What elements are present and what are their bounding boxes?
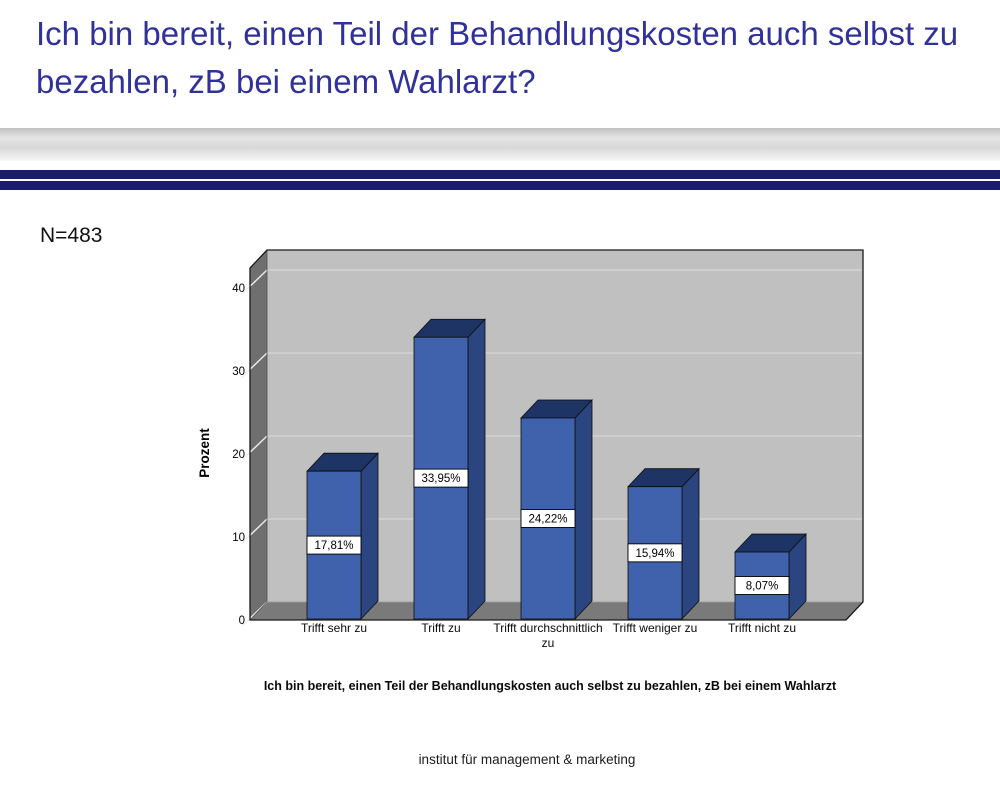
chart-caption: Ich bin bereit, einen Teil der Behandlun…	[263, 679, 837, 693]
footer-text: institut für management & marketing	[418, 752, 636, 767]
value-label-box	[734, 576, 790, 595]
sample-size-label: N=483	[40, 224, 103, 247]
value-label: 8,07%	[746, 581, 779, 593]
value-label-box	[627, 543, 683, 563]
value-label-box	[520, 509, 576, 528]
header-divider-gray-band	[0, 128, 1000, 161]
x-axis-label-trifft-weniger-zu: Trifft weniger zu	[612, 621, 698, 635]
y-axis-title: Prozent	[197, 428, 212, 478]
x-axis-label-trifft-nicht-zu: Trifft nicht zu	[727, 621, 797, 635]
y-tick-label: 30	[232, 366, 245, 378]
y-tick-label: 0	[239, 615, 245, 627]
x-axis-label-trifft-sehr-zu: Trifft sehr zu	[300, 621, 368, 635]
y-tick-line	[241, 352, 268, 378]
header-divider-navy-1	[0, 170, 1000, 179]
bar-side-trifft-durchschnittlich-zu	[574, 398, 593, 621]
header-divider-navy-2	[0, 181, 1000, 190]
bar-side-trifft-weniger-zu	[681, 467, 700, 621]
floor-corner-edge	[249, 601, 268, 621]
y-tick-label: 40	[232, 283, 245, 295]
chart-canvas: 0 10 20 30 40 Prozent 17,81% 33,95% 24,22% 15,94%…	[197, 249, 864, 627]
x-axis-label-trifft-durchschnittlich-zu: Trifft durchschnittlich zu	[493, 621, 603, 650]
y-tick-line	[241, 435, 268, 461]
y-tick-label: 10	[232, 532, 245, 544]
value-label: 17,81%	[314, 540, 353, 552]
y-tick-line	[241, 518, 268, 544]
value-label: 24,22%	[528, 513, 567, 525]
y-tick-line	[241, 269, 268, 295]
y-tick-label: 20	[232, 449, 245, 461]
value-label-box	[306, 535, 362, 555]
bar-side-trifft-sehr-zu	[360, 452, 379, 621]
chart-side-wall	[250, 250, 267, 620]
value-label: 15,94%	[635, 548, 674, 560]
value-label-box	[413, 468, 469, 488]
bar-side-trifft-zu	[467, 318, 486, 621]
slide-title: Ich bin bereit, einen Teil der Behandlun…	[36, 15, 959, 100]
chart-frame	[249, 249, 864, 621]
x-axis-label-trifft-zu: Trifft zu	[421, 621, 461, 635]
value-label: 33,95%	[421, 473, 460, 485]
